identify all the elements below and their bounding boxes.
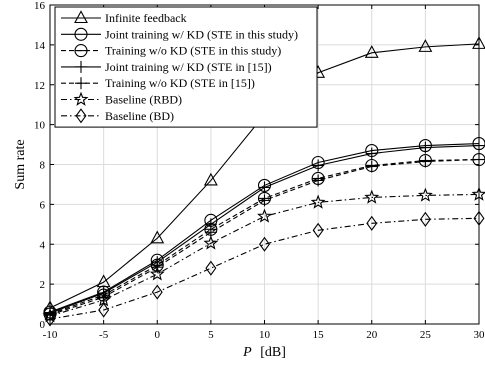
data-point <box>98 302 110 318</box>
data-point <box>365 160 378 173</box>
x-tick-label: 30 <box>474 329 485 341</box>
data-point <box>365 147 378 160</box>
legend-marker <box>73 91 89 106</box>
legend-marker <box>74 44 88 58</box>
data-point <box>364 45 379 58</box>
legend-entry: Baseline (BD) <box>61 108 174 124</box>
legend-marker <box>75 60 87 73</box>
x-axis-label: P [dB] <box>242 345 286 360</box>
legend-entry: Training w/o KD (STE in [15]) <box>61 76 255 90</box>
data-point <box>418 39 433 52</box>
data-point <box>203 235 219 250</box>
x-axis-label-unit: [dB] <box>260 345 286 360</box>
y-tick-label: 6 <box>40 199 46 211</box>
data-point <box>417 187 433 202</box>
x-tick-label: 20 <box>366 329 378 341</box>
ticks: -10 -5 0 5 10 15 20 25 30 0 2 4 6 8 10 12 14 16 <box>34 0 485 341</box>
legend-label: Joint training w/ KD (STE in [15]) <box>105 60 272 74</box>
legend-marker <box>75 77 87 90</box>
data-point <box>205 260 217 276</box>
legend-entry: Training w/o KD (STE in this study) <box>61 44 281 58</box>
legend-entry: Infinite feedback <box>61 10 187 25</box>
series-line <box>49 217 480 320</box>
data-point <box>258 181 271 194</box>
data-point <box>310 194 326 209</box>
data-point <box>419 141 432 154</box>
legend: Infinite feedback Joint training w/ KD (S… <box>54 6 318 128</box>
y-tick-label: 14 <box>34 40 46 52</box>
x-tick-label: 0 <box>155 329 161 341</box>
data-point <box>366 215 378 231</box>
y-tick-label: 8 <box>40 160 46 172</box>
legend-label: Joint training w/ KD (STE in this study) <box>105 27 298 41</box>
legend-entry: Joint training w/ KD (STE in [15]) <box>61 60 272 74</box>
data-point <box>364 189 380 204</box>
legend-label: Infinite feedback <box>105 11 187 25</box>
x-tick-label: 15 <box>313 329 325 341</box>
series-line <box>49 193 480 317</box>
legend-marker <box>74 10 88 24</box>
legend-label: Training w/o KD (STE in [15]) <box>105 76 255 90</box>
data-point <box>419 155 432 168</box>
x-tick-label: 5 <box>208 329 214 341</box>
data-point <box>312 174 325 187</box>
series-5 <box>44 153 485 322</box>
y-tick-label: 2 <box>40 279 46 291</box>
data-point <box>312 222 324 238</box>
legend-marker <box>74 27 88 41</box>
x-tick-label: -5 <box>99 329 109 341</box>
y-tick-label: 0 <box>40 319 46 331</box>
x-axis-label-symbol: P <box>242 345 252 360</box>
legend-label: Baseline (RBD) <box>105 93 182 107</box>
data-point <box>259 236 270 252</box>
data-point <box>257 208 272 223</box>
y-tick-label: 12 <box>34 80 45 92</box>
x-tick-label: 25 <box>420 329 432 341</box>
legend-entry: Baseline (RBD) <box>61 91 182 107</box>
y-tick-label: 10 <box>34 120 46 132</box>
y-axis-label: Sum rate <box>13 139 28 189</box>
data-point <box>258 194 271 207</box>
y-tick-label: 4 <box>40 239 46 251</box>
data-point <box>151 284 163 300</box>
data-point <box>44 311 56 327</box>
legend-entry: Joint training w/ KD (STE in this study) <box>61 27 298 41</box>
legend-label: Training w/o KD (STE in this study) <box>105 44 281 58</box>
x-tick-label: 10 <box>259 329 271 341</box>
data-point <box>149 266 165 281</box>
legend-marker <box>75 108 87 124</box>
data-point <box>419 211 431 227</box>
data-point <box>312 159 325 172</box>
x-tick-label: -10 <box>43 329 58 341</box>
data-point <box>150 230 165 244</box>
data-point <box>203 172 218 186</box>
y-tick-label: 16 <box>34 0 46 12</box>
legend-label: Baseline (BD) <box>105 109 174 123</box>
